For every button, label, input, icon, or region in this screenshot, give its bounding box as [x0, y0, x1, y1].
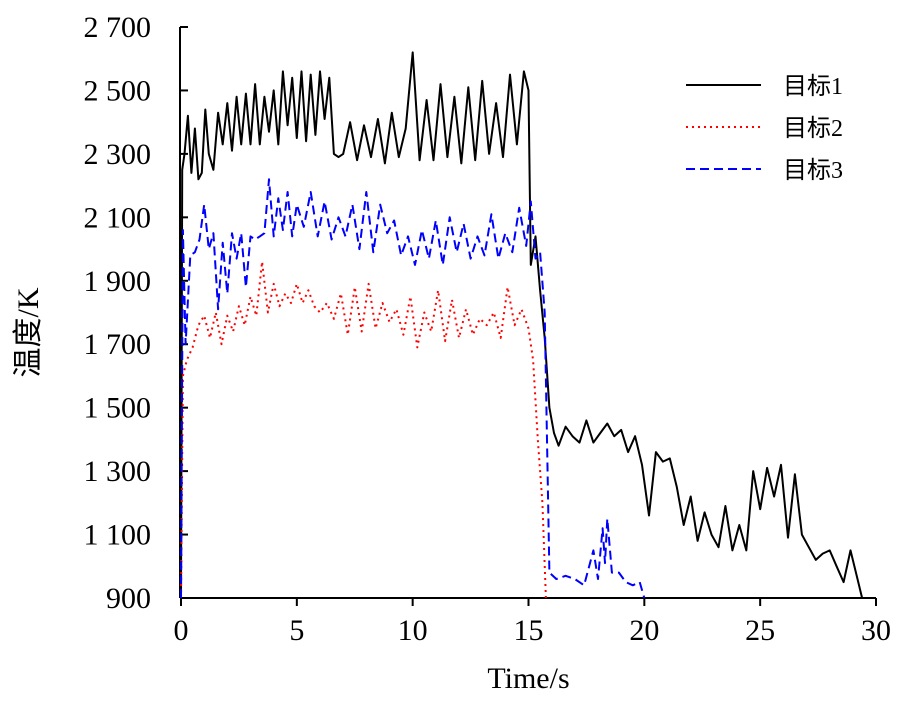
series-line-1 — [180, 51, 864, 599]
series-line-2 — [180, 260, 547, 599]
y-tick-label: 2 100 — [84, 201, 152, 234]
x-tick-label: 0 — [174, 614, 189, 647]
legend-label-1: 目标1 — [783, 73, 843, 100]
legend-label-3: 目标3 — [783, 157, 843, 184]
y-axis-title: 温度/K — [12, 287, 45, 377]
x-tick-label: 30 — [861, 614, 891, 647]
x-tick-label: 10 — [398, 614, 428, 647]
x-axis-ticks: 0 5 10 15 20 25 30 — [174, 598, 891, 647]
y-tick-label: 1 100 — [84, 519, 152, 552]
y-tick-label: 900 — [106, 582, 151, 615]
y-tick-label: 1 500 — [84, 392, 152, 425]
y-tick-label: 2 700 — [84, 11, 152, 44]
y-tick-label: 1 300 — [84, 455, 152, 488]
y-tick-label: 1 700 — [84, 328, 152, 361]
y-axis-ticks: 900 1 100 1 300 1 500 1 700 1 900 2 100 2 300 2 … — [84, 11, 188, 615]
x-tick-label: 5 — [289, 614, 304, 647]
x-tick-label: 25 — [745, 614, 775, 647]
legend: 目标1 目标2 目标3 — [686, 73, 843, 184]
y-tick-label: 2 300 — [84, 138, 152, 171]
series-line-3 — [180, 178, 646, 599]
y-tick-label: 2 500 — [84, 74, 152, 107]
x-tick-label: 20 — [629, 614, 659, 647]
x-tick-label: 15 — [514, 614, 544, 647]
x-axis-title: Time/s — [487, 662, 569, 695]
data-series — [180, 51, 864, 599]
y-tick-label: 1 900 — [84, 265, 152, 298]
legend-label-2: 目标2 — [783, 115, 843, 142]
